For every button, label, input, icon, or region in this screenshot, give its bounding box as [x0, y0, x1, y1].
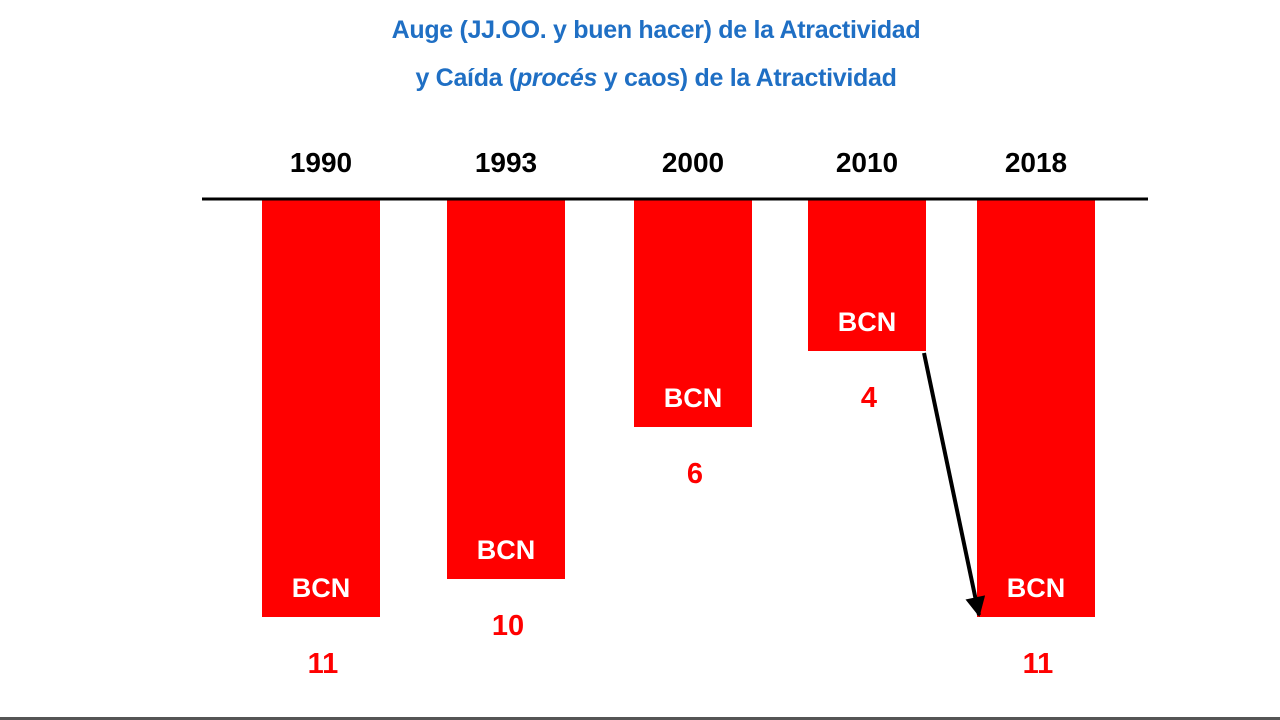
bar-1990: [262, 199, 380, 617]
chart-title-line-2-suffix: y caos) de la Atractividad: [597, 64, 897, 92]
category-label-2000: 2000: [662, 147, 724, 178]
bar-2000: [634, 199, 752, 427]
category-label-2010: 2010: [836, 147, 898, 178]
category-label-1990: 1990: [290, 147, 352, 178]
bar-inner-label-1990: BCN: [292, 573, 351, 603]
bottom-divider: [0, 717, 1280, 720]
bar-inner-label-2010: BCN: [838, 307, 897, 337]
bar-2010: [808, 199, 926, 351]
data-label-2010: 4: [861, 382, 877, 414]
data-label-1993: 10: [492, 610, 524, 642]
chart-title-line-2-italic: procés: [516, 64, 598, 92]
bar-inner-label-2018: BCN: [1007, 573, 1066, 603]
decline-arrow: [922, 352, 986, 617]
chart-title-line-2: y Caída (procés y caos) de la Atractivid…: [0, 64, 1280, 93]
bar-1993: [447, 199, 565, 579]
bar-2018: [977, 199, 1095, 617]
chart-title-line-1: Auge (JJ.OO. y buen hacer) de la Atracti…: [391, 16, 921, 44]
bar-inner-label-1993: BCN: [477, 535, 536, 565]
data-label-1990: 11: [308, 648, 339, 680]
category-label-1993: 1993: [475, 147, 537, 178]
data-label-2000: 6: [687, 458, 703, 490]
data-label-2018: 11: [1023, 648, 1054, 680]
bar-inner-label-2000: BCN: [664, 383, 723, 413]
category-label-2018: 2018: [1005, 147, 1067, 178]
chart-title-line-2-prefix: y Caída (: [415, 64, 517, 92]
